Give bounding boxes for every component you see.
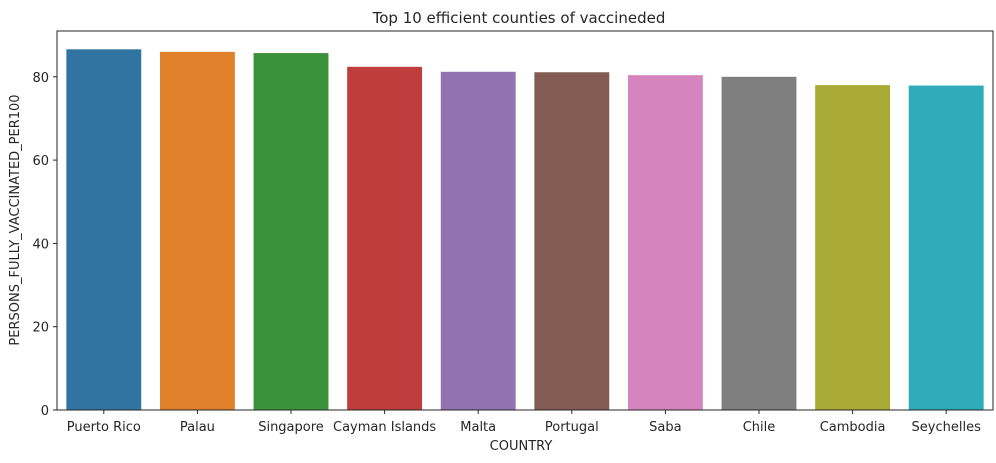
y-axis-label: PERSONS_FULLY_VACCINATED_PER100 xyxy=(8,94,23,345)
x-tick-label: Saba xyxy=(649,420,681,435)
x-tick-label: Cambodia xyxy=(820,420,886,435)
x-tick-label: Portugal xyxy=(545,420,599,435)
y-axis-ticks: 0 20 40 60 80 xyxy=(32,71,57,419)
bar-seychelles xyxy=(908,85,984,411)
y-tick-label: 80 xyxy=(32,71,49,86)
bars-group xyxy=(66,49,984,411)
bar-singapore xyxy=(253,53,329,410)
x-tick-label: Palau xyxy=(180,420,215,435)
bar-malta xyxy=(440,71,516,411)
y-tick-label: 20 xyxy=(32,321,49,336)
plot-frame xyxy=(56,30,994,411)
x-tick-label: Singapore xyxy=(258,420,324,435)
x-axis-label: COUNTRY xyxy=(490,439,553,454)
bar-chile xyxy=(721,76,797,411)
x-axis-ticks: Puerto Rico Palau Singapore Cayman Islands M… xyxy=(67,410,981,435)
chart-title: Top 10 efficient counties of vaccineded xyxy=(372,9,666,27)
bar-portugal xyxy=(534,72,610,410)
x-tick-label: Seychelles xyxy=(912,420,982,435)
bar-saba xyxy=(627,75,703,411)
x-tick-label: Chile xyxy=(743,420,776,435)
y-tick-label: 40 xyxy=(32,237,49,252)
y-tick-label: 60 xyxy=(32,154,49,169)
y-tick-label: 0 xyxy=(41,404,49,419)
bar-cayman-islands xyxy=(347,66,423,411)
bar-cambodia xyxy=(815,85,891,411)
bar-palau xyxy=(159,51,235,410)
x-tick-label: Puerto Rico xyxy=(67,420,141,435)
x-tick-label: Cayman Islands xyxy=(333,420,436,435)
bar-puerto-rico xyxy=(66,49,142,410)
x-tick-label: Malta xyxy=(460,420,496,435)
